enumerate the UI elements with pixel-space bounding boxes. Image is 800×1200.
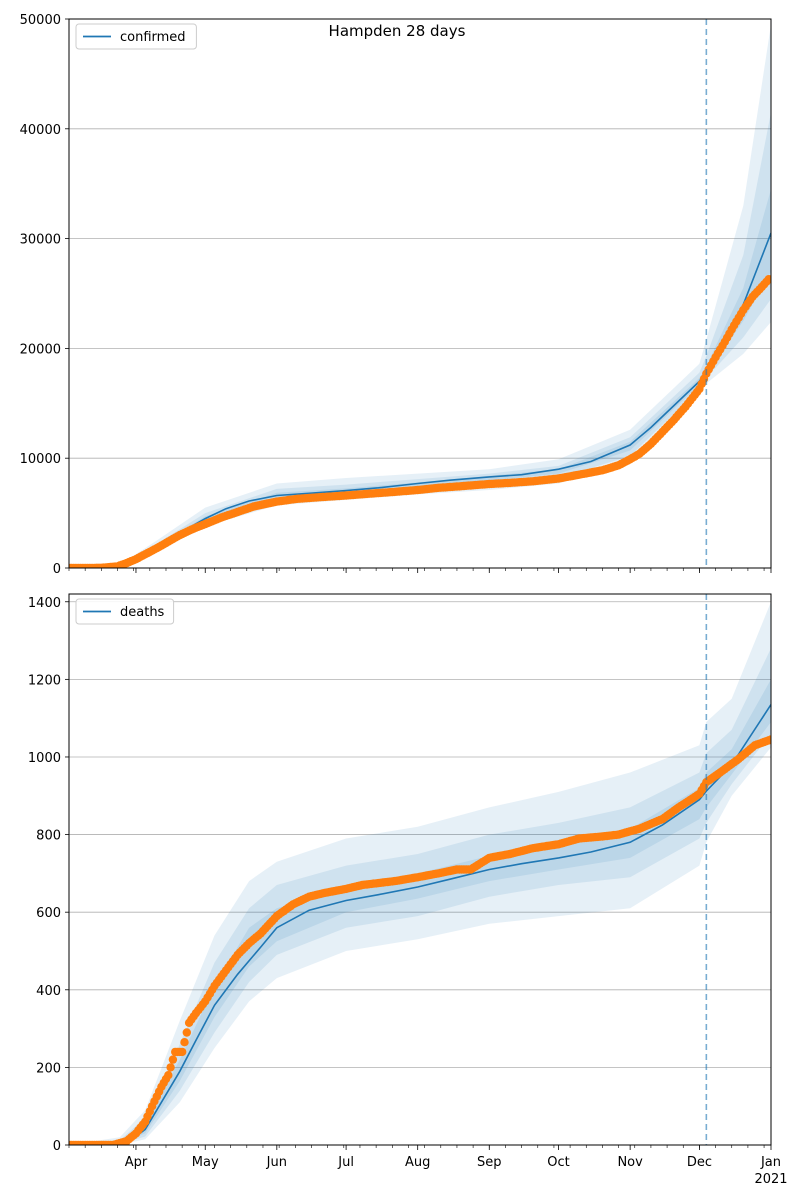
observed-points: [69, 275, 771, 568]
observed-point: [178, 1047, 187, 1057]
y-tick-label: 50000: [20, 13, 61, 28]
x-tick-label: Aug: [405, 1155, 430, 1170]
observed-point: [164, 1071, 173, 1080]
legend: deaths: [75, 598, 175, 625]
axes-frame: [68, 18, 772, 569]
legend-box: [75, 598, 175, 625]
y-tick-label: 30000: [20, 233, 61, 248]
y-tick-label: 1000: [28, 751, 61, 766]
legend-label: deaths: [120, 605, 165, 620]
axes-frame: [68, 593, 772, 1146]
y-tick-label: 1400: [28, 596, 61, 611]
y-tick-label: 400: [36, 984, 61, 999]
y-tick-label: 10000: [20, 452, 61, 467]
y-tick-label: 40000: [20, 123, 61, 138]
x-tick-label: Sep: [477, 1155, 502, 1170]
legend-box: [75, 23, 197, 50]
x-tick-label: Jul: [337, 1155, 354, 1170]
x-tick-sublabel: 2021: [754, 1172, 787, 1187]
y-tick-label: 600: [36, 906, 61, 921]
x-tick-label: Apr: [125, 1155, 148, 1170]
figure-title: Hampden 28 days: [329, 22, 466, 40]
x-tick-label: Jun: [266, 1155, 287, 1170]
observed-point: [764, 275, 771, 284]
plot-area: [69, 24, 771, 568]
x-tick-label: Nov: [617, 1155, 643, 1170]
observed-point: [180, 1038, 189, 1047]
plot-area: [69, 601, 771, 1145]
observed-point: [166, 1063, 175, 1072]
legend-label: confirmed: [120, 30, 186, 45]
band-middle: [69, 648, 771, 1145]
x-tick-label: May: [192, 1155, 219, 1170]
observed-point: [766, 735, 771, 744]
legend: confirmed: [75, 23, 197, 50]
y-tick-label: 20000: [20, 342, 61, 357]
y-tick-label: 0: [53, 1139, 61, 1154]
band-middle: [69, 112, 771, 568]
band-inner: [69, 189, 771, 568]
y-tick-label: 200: [36, 1061, 61, 1076]
x-tick-label: Jan: [760, 1155, 781, 1170]
median-line: [69, 704, 771, 1145]
observed-point: [168, 1055, 178, 1064]
y-tick-label: 0: [53, 562, 61, 577]
confirmed-panel: 0 10000 20000 30000 40000 50000 confirmed: [20, 13, 772, 577]
observed-point: [182, 1028, 191, 1037]
x-tick-label: Oct: [547, 1155, 569, 1170]
x-tick-label: Dec: [687, 1155, 712, 1170]
deaths-panel: 0 200 400 600 800 1000 1200 1400 Apr May Jun Jul Aug…: [28, 593, 788, 1187]
y-tick-label: 800: [36, 829, 61, 844]
y-tick-label: 1200: [28, 673, 61, 688]
observed-points: [69, 735, 771, 1145]
